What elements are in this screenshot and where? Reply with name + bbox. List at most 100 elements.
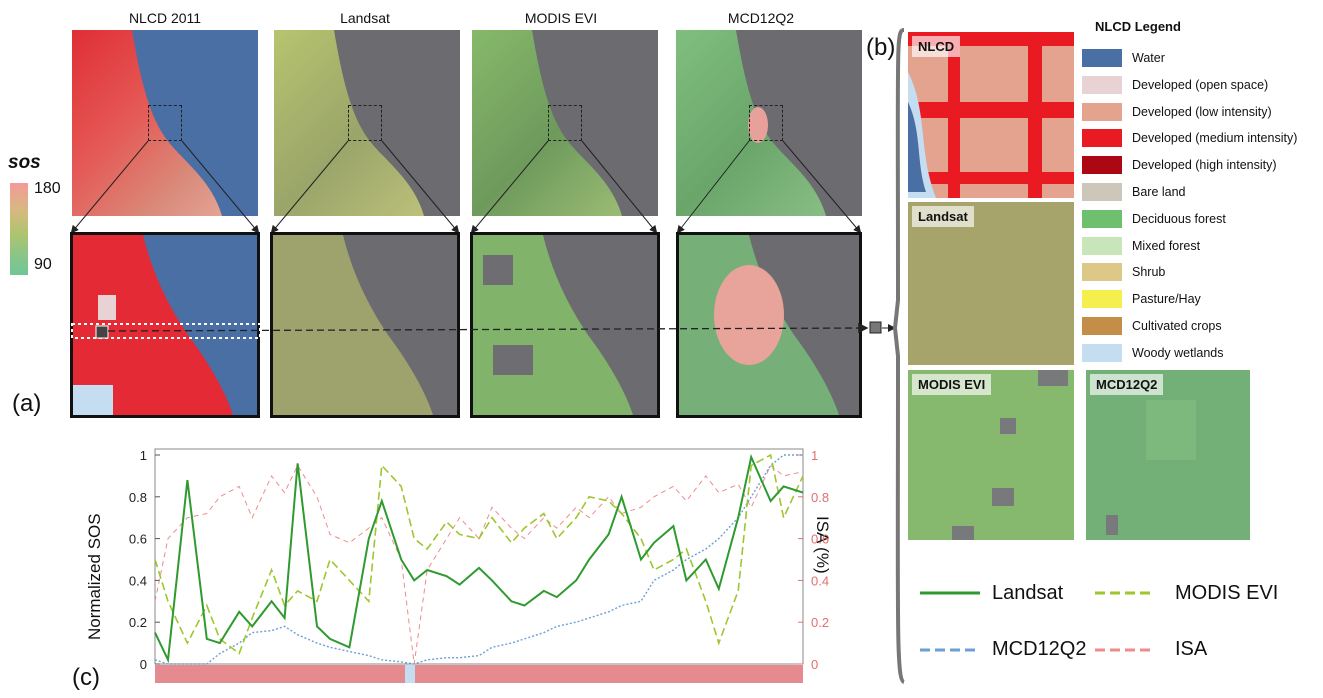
nlcd-legend-swatch	[1082, 263, 1122, 282]
series-line-modis-evi	[154, 453, 804, 655]
series-line-isa	[154, 464, 804, 665]
legend-swatch-modis	[1095, 591, 1155, 595]
sos-scale-title: sos	[8, 152, 41, 173]
nlcd-legend-swatch	[1082, 317, 1122, 335]
nlcd-legend-swatch	[1082, 236, 1122, 255]
legend-label-landsat: Landsat	[992, 582, 1064, 604]
nlcd-legend-item: Mixed forest	[1082, 236, 1201, 255]
panel-label-a: (a)	[12, 390, 42, 417]
mcd12q2-inset-pattern	[1106, 400, 1196, 535]
nlcd-legend-item: Developed (low intensity)	[1082, 102, 1272, 121]
nlcd-legend-swatch	[1082, 156, 1122, 175]
y-tick-label: 0.2	[129, 615, 147, 630]
modis-zoom-map	[470, 232, 660, 418]
nlcd-legend-item: Developed (high intensity)	[1082, 156, 1277, 175]
mcd12q2-overview-map	[676, 30, 862, 216]
nlcd-legend-item: Deciduous forest	[1082, 209, 1226, 228]
zoom-box-landsat	[348, 105, 382, 141]
legend-label-mcd12q2: MCD12Q2	[992, 638, 1087, 660]
y2-tick-label: 1	[811, 448, 818, 463]
isa-strip-water	[405, 665, 415, 683]
series-line-landsat	[154, 453, 804, 664]
mcd12q2-overview-water	[736, 30, 862, 216]
landsat-zoom-water	[343, 235, 457, 415]
map-title-nlcd: NLCD 2011	[128, 10, 202, 26]
y-tick-label: 0.6	[129, 532, 147, 547]
series-line-mcd12q2	[154, 454, 803, 665]
legend-swatch-isa	[1095, 648, 1155, 652]
nlcd-legend-title: NLCD Legend	[1095, 19, 1181, 34]
nlcd-legend-swatch	[1082, 290, 1122, 309]
nlcd-legend-item: Bare land	[1082, 183, 1186, 201]
y-tick-label: 0	[140, 657, 147, 672]
nlcd-legend-label: Developed (medium intensity)	[1132, 131, 1298, 146]
nlcd-legend-label: Water	[1132, 51, 1165, 65]
nlcd-legend-label: Shrub	[1132, 265, 1166, 280]
modis-zoom-water	[483, 235, 657, 415]
sos-colorbar	[10, 183, 28, 275]
modis-overview-map	[472, 30, 658, 216]
nlcd-legend-swatch	[1082, 75, 1122, 94]
nlcd-legend-label: Woody wetlands	[1132, 345, 1224, 360]
zoom-box-modis	[548, 105, 582, 141]
nlcd-legend-label: Pasture/Hay	[1132, 292, 1201, 307]
nlcd-inset: NLCD	[908, 32, 1074, 198]
mcd12q2-inset-label: MCD12Q2	[1090, 374, 1164, 395]
landsat-inset-label: Landsat	[912, 206, 974, 227]
map-title-landsat: Landsat	[340, 10, 390, 26]
nlcd-legend-label: Developed (open space)	[1132, 77, 1269, 92]
nlcd-overview-water	[132, 30, 258, 216]
nlcd-legend-swatch	[1082, 209, 1122, 228]
legend-label-modis: MODIS EVI	[1175, 582, 1279, 604]
y-tick-label: 0.4	[129, 573, 147, 588]
modis-inset: MODIS EVI	[908, 370, 1074, 540]
nlcd-inset-pattern	[908, 32, 1074, 198]
modis-overview-water	[532, 30, 658, 216]
legend-swatch-mcd12q2	[920, 648, 980, 652]
nlcd-legend-label: Bare land	[1132, 185, 1186, 199]
chart-plot-frame	[154, 448, 804, 665]
legend-label-isa: ISA	[1175, 638, 1208, 660]
landsat-zoom-map	[270, 232, 460, 418]
mcd12q2-inset: MCD12Q2	[1086, 370, 1250, 540]
nlcd-legend-swatch	[1082, 343, 1122, 362]
nlcd-legend-label: Deciduous forest	[1132, 211, 1226, 226]
zoom-box-mcd12q2	[749, 105, 783, 141]
y2-tick-label: 0	[811, 657, 818, 672]
modis-inset-pattern	[952, 370, 1068, 540]
nlcd-legend-item: Cultivated crops	[1082, 317, 1222, 335]
nlcd-inset-label: NLCD	[912, 36, 961, 57]
modis-inset-label: MODIS EVI	[912, 374, 992, 395]
sos-scale-max: 180	[34, 180, 61, 197]
y2-tick-label: 0.6	[811, 532, 829, 547]
legend-swatch-landsat	[920, 591, 980, 595]
y-tick-label: 1	[140, 448, 147, 463]
nlcd-legend-label: Developed (high intensity)	[1132, 158, 1277, 173]
landsat-overview-water	[334, 30, 460, 216]
mcd12q2-zoom-water	[714, 235, 859, 415]
nlcd-legend-swatch	[1082, 183, 1122, 201]
nlcd-legend-label: Cultivated crops	[1132, 319, 1222, 333]
map-title-modis: MODIS EVI	[524, 10, 598, 26]
y2-tick-label: 0.8	[811, 490, 829, 505]
nlcd-legend-label: Developed (low intensity)	[1132, 104, 1272, 119]
nlcd-legend-item: Pasture/Hay	[1082, 290, 1201, 309]
nlcd-legend-item: Developed (open space)	[1082, 75, 1269, 94]
panel-label-c: (c)	[72, 664, 100, 691]
sos-scale-min: 90	[34, 256, 52, 273]
nlcd-legend-item: Shrub	[1082, 263, 1166, 282]
nlcd-legend-item: Water	[1082, 49, 1165, 67]
nlcd-legend-swatch	[1082, 102, 1122, 121]
panel-label-b: (b)	[866, 34, 896, 61]
nlcd-legend-swatch	[1082, 49, 1122, 67]
nlcd-legend-item: Woody wetlands	[1082, 343, 1224, 362]
map-title-mcd12q2: MCD12Q2	[727, 10, 795, 26]
nlcd-legend-item: Developed (medium intensity)	[1082, 129, 1298, 148]
y-tick-label: 0.8	[129, 490, 147, 505]
nlcd-legend-label: Mixed forest	[1132, 238, 1201, 253]
y2-tick-label: 0.4	[811, 573, 829, 588]
landsat-overview-map	[274, 30, 460, 216]
